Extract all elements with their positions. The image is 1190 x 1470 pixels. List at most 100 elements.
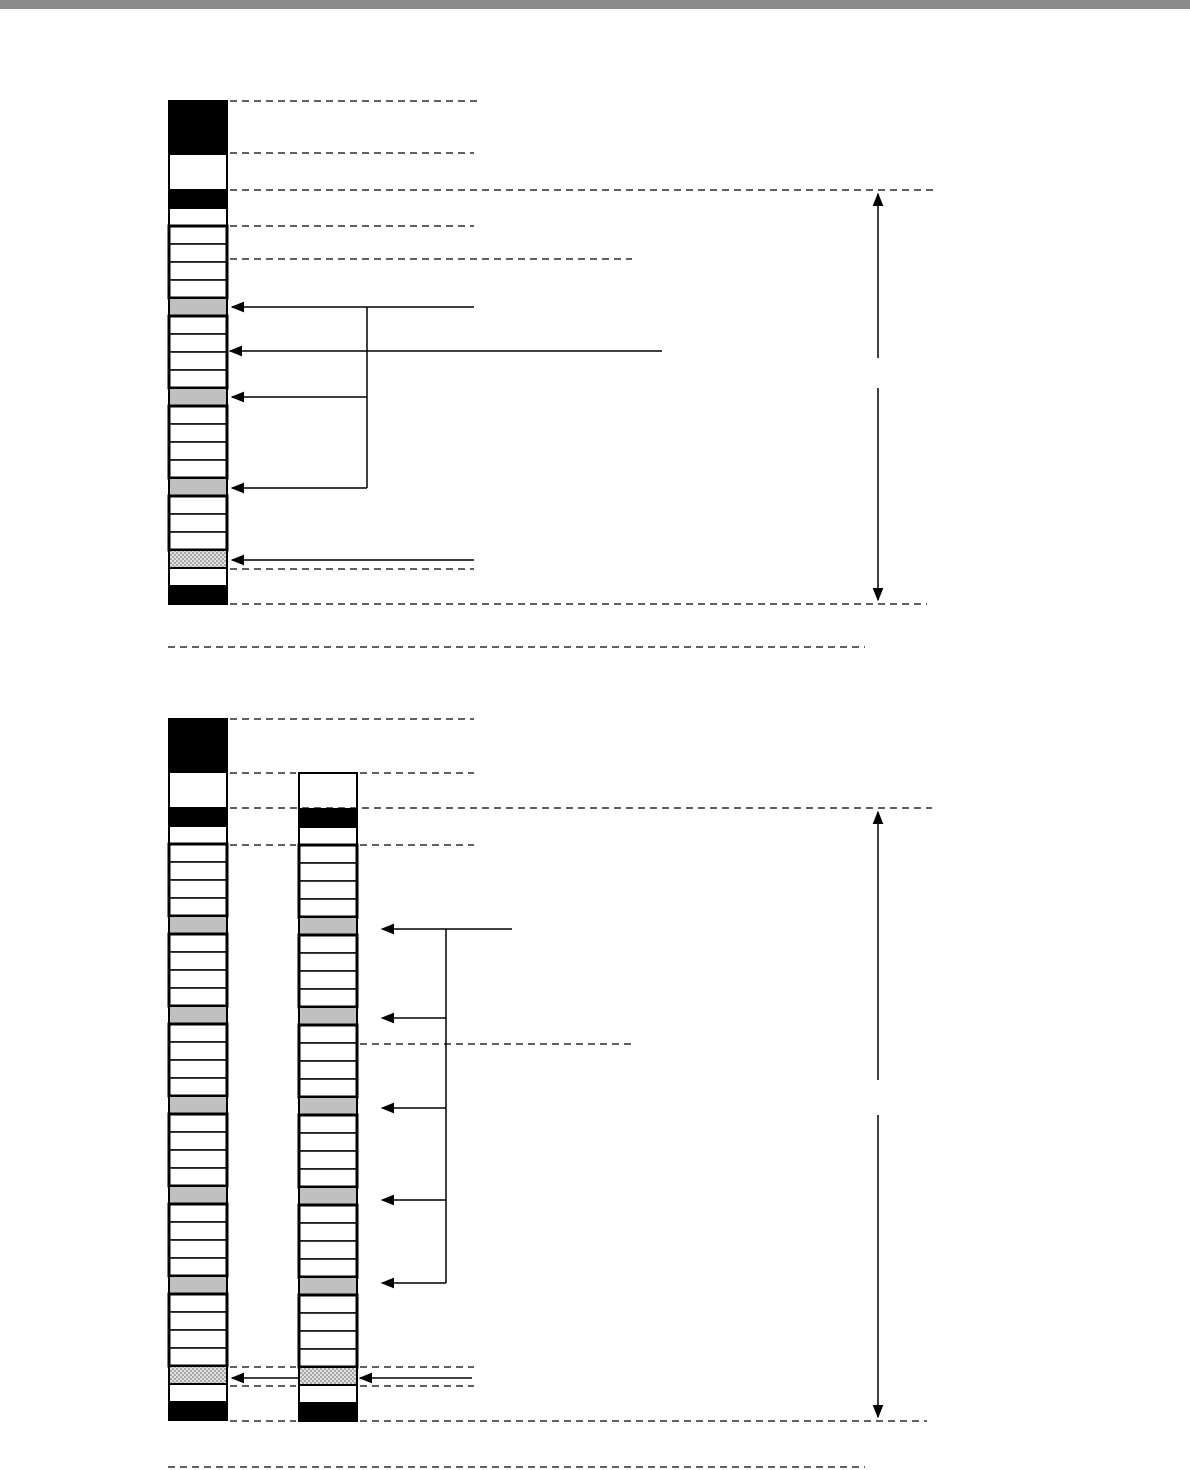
memory-cell: [168, 879, 228, 899]
memory-cell: [298, 862, 358, 882]
gray-block: [168, 1095, 228, 1115]
memory-cell: [168, 1131, 228, 1151]
white-block: [168, 567, 228, 587]
black-tall-block: [168, 100, 228, 155]
memory-cell: [298, 1150, 358, 1170]
gray-block: [168, 477, 228, 497]
gray-block: [298, 1276, 358, 1296]
memory-cell: [168, 1149, 228, 1169]
memory-cell: [298, 880, 358, 900]
memory-cell: [298, 952, 358, 972]
memory-cell: [168, 513, 228, 533]
memory-cell: [168, 861, 228, 881]
memory-cell: [298, 970, 358, 990]
memory-cell: [168, 351, 228, 371]
gray-block: [168, 297, 228, 317]
black-block: [168, 585, 228, 605]
header-bar: [0, 0, 1190, 9]
memory-cell: [298, 1078, 358, 1098]
white-block: [168, 825, 228, 845]
memory-cell: [168, 843, 228, 863]
memory-cell: [168, 987, 228, 1007]
black-block: [168, 807, 228, 827]
memory-cell: [168, 423, 228, 443]
memory-cell: [298, 1204, 358, 1224]
memory-cell: [168, 495, 228, 515]
bottom-left-column: [167, 718, 229, 1421]
memory-cell: [168, 1113, 228, 1133]
memory-cell: [168, 1347, 228, 1367]
memory-cell: [298, 1330, 358, 1350]
memory-cell: [168, 261, 228, 281]
gray-block: [298, 916, 358, 936]
white-block: [168, 1383, 228, 1403]
gray-block: [168, 1185, 228, 1205]
checker-block: [168, 1365, 228, 1385]
gray-block: [298, 1096, 358, 1116]
memory-cell: [168, 459, 228, 479]
memory-cell: [168, 531, 228, 551]
checker-block: [168, 549, 228, 569]
memory-cell: [168, 1293, 228, 1313]
gray-block: [298, 1006, 358, 1026]
memory-cell: [168, 1221, 228, 1241]
white-block: [298, 1384, 358, 1404]
white-tall-block: [168, 771, 228, 809]
bottom-right-column: [297, 772, 359, 1422]
memory-cell: [298, 1114, 358, 1134]
memory-cell: [168, 369, 228, 389]
memory-cell: [298, 1294, 358, 1314]
memory-cell: [168, 1203, 228, 1223]
memory-cell: [168, 1041, 228, 1061]
gray-block: [168, 1005, 228, 1025]
memory-cell: [298, 1042, 358, 1062]
white-tall-block: [298, 772, 358, 810]
memory-cell: [298, 844, 358, 864]
memory-cell: [168, 1167, 228, 1187]
white-tall-block: [168, 153, 228, 191]
memory-cell: [168, 933, 228, 953]
checker-block: [298, 1366, 358, 1386]
black-block: [168, 1401, 228, 1421]
memory-cell: [298, 898, 358, 918]
memory-cell: [298, 1060, 358, 1080]
memory-cell: [168, 243, 228, 263]
black-block: [298, 808, 358, 828]
memory-cell: [298, 988, 358, 1008]
memory-cell: [298, 1168, 358, 1188]
black-block: [168, 189, 228, 209]
memory-cell: [168, 315, 228, 335]
memory-cell: [168, 279, 228, 299]
memory-cell: [298, 934, 358, 954]
memory-cell: [298, 1132, 358, 1152]
white-block: [168, 207, 228, 227]
black-block: [298, 1402, 358, 1422]
memory-cell: [168, 1257, 228, 1277]
memory-cell: [168, 1077, 228, 1097]
memory-cell: [298, 1348, 358, 1368]
memory-cell: [298, 1222, 358, 1242]
gray-block: [168, 1275, 228, 1295]
memory-cell: [168, 225, 228, 245]
memory-cell: [168, 897, 228, 917]
gray-block: [168, 915, 228, 935]
memory-cell: [168, 1023, 228, 1043]
memory-cell: [298, 1240, 358, 1260]
memory-cell: [168, 1059, 228, 1079]
memory-cell: [168, 969, 228, 989]
memory-cell: [168, 1329, 228, 1349]
white-block: [298, 826, 358, 846]
gray-block: [168, 387, 228, 407]
black-tall-block: [168, 718, 228, 773]
memory-cell: [168, 951, 228, 971]
memory-cell: [168, 333, 228, 353]
memory-cell: [168, 1311, 228, 1331]
memory-cell: [298, 1024, 358, 1044]
memory-cell: [298, 1312, 358, 1332]
top-column: [167, 100, 229, 605]
memory-cell: [168, 1239, 228, 1259]
memory-cell: [298, 1258, 358, 1278]
gray-block: [298, 1186, 358, 1206]
memory-cell: [168, 405, 228, 425]
